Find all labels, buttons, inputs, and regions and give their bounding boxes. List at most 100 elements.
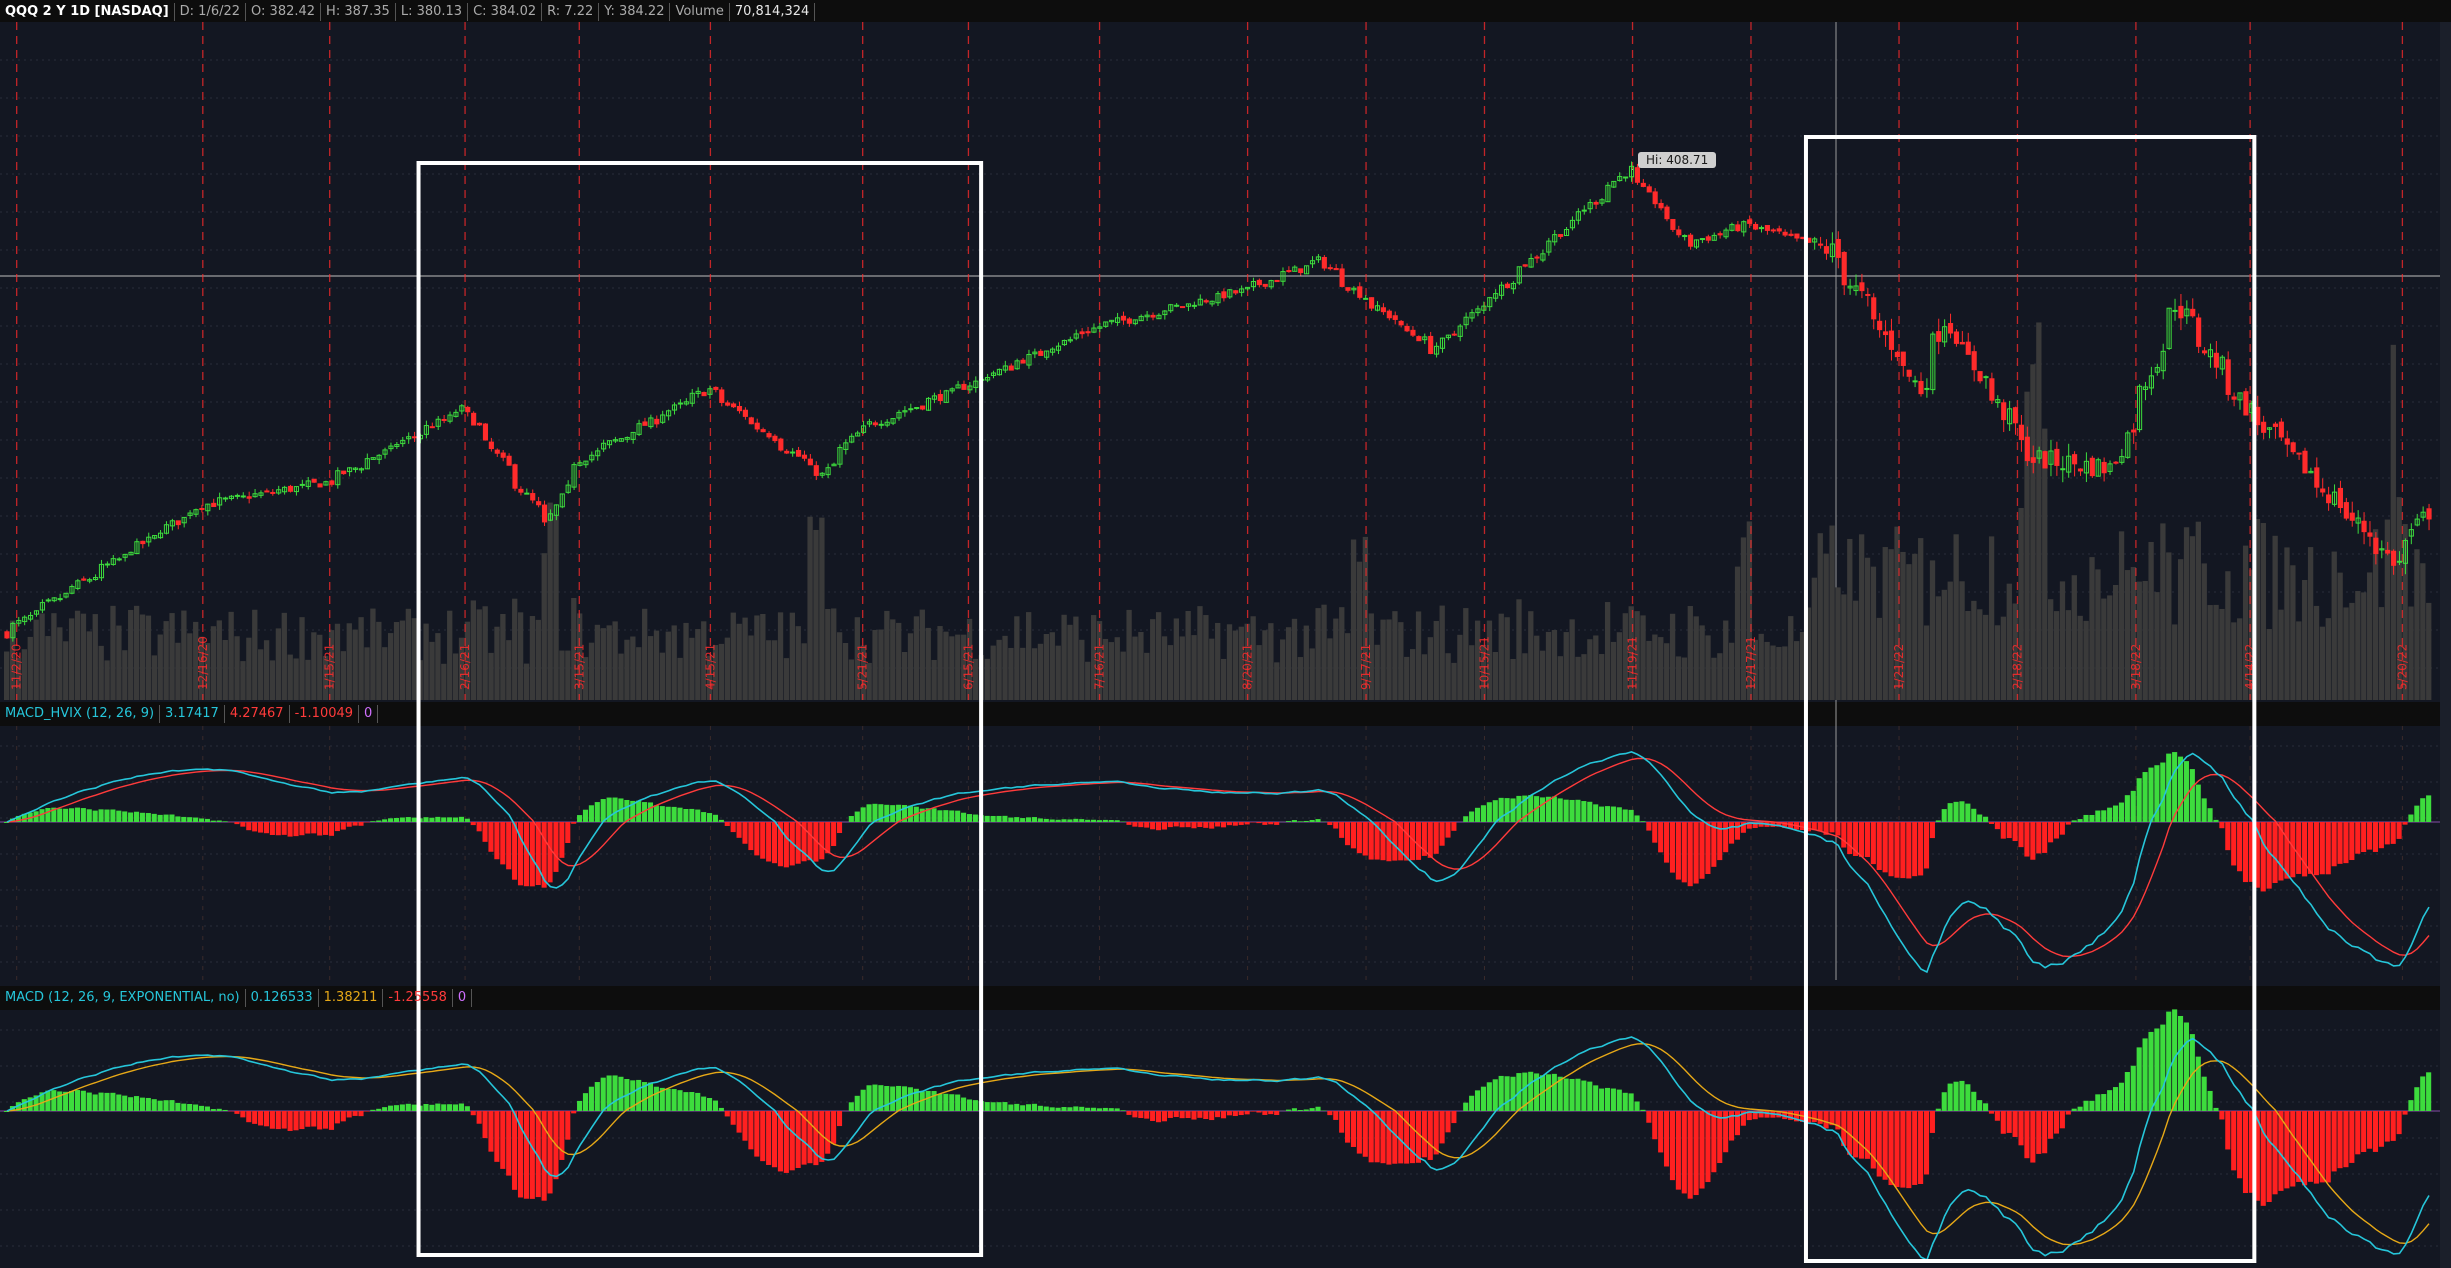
volume-bar xyxy=(2402,524,2408,700)
candle-body xyxy=(2030,457,2036,463)
histogram-bar xyxy=(748,1111,754,1150)
volume-bar xyxy=(961,634,967,700)
volume-bar xyxy=(2343,607,2349,700)
histogram-bar xyxy=(1717,822,1723,861)
histogram-bar xyxy=(1090,1107,1097,1111)
volume-bar xyxy=(1339,607,1345,700)
candle-body xyxy=(293,486,299,493)
candle-body xyxy=(2237,392,2243,401)
volume-bar xyxy=(1971,600,1977,700)
histogram-bar xyxy=(116,810,122,822)
candle-body xyxy=(2007,408,2013,425)
volume-bar xyxy=(1776,646,1782,700)
volume-bar xyxy=(1675,656,1682,700)
symbol-label[interactable]: QQQ 2 Y 1D [NASDAQ] xyxy=(0,3,175,21)
volume-bar xyxy=(2089,557,2095,700)
histogram-bar xyxy=(145,813,151,822)
volume-bar xyxy=(972,658,979,700)
histogram-bar xyxy=(1433,1111,1439,1155)
macd-hvix-title[interactable]: MACD_HVIX (12, 26, 9) xyxy=(0,705,161,723)
candle-body xyxy=(1244,286,1251,290)
histogram-bar xyxy=(1522,1072,1528,1111)
histogram-bar xyxy=(2136,778,2142,822)
candle-body xyxy=(2343,502,2349,519)
volume-bar xyxy=(748,635,754,700)
volume-bar xyxy=(193,621,199,700)
volume-bar xyxy=(2307,547,2314,700)
histogram-bar xyxy=(1900,1111,1906,1188)
histogram-bar xyxy=(2355,1111,2361,1155)
histogram-bar xyxy=(1640,1109,1646,1111)
histogram-bar xyxy=(27,1097,33,1111)
candle-body xyxy=(630,431,636,440)
histogram-bar xyxy=(559,822,565,858)
volume-bar xyxy=(931,659,937,700)
histogram-bar xyxy=(783,1111,789,1173)
histogram-bar xyxy=(1185,822,1191,828)
histogram-bar xyxy=(1923,1111,1930,1175)
histogram-bar xyxy=(1474,1090,1481,1111)
candle-body xyxy=(571,464,577,488)
volume-bar xyxy=(1031,648,1038,700)
histogram-bar xyxy=(187,817,193,822)
volume-bar xyxy=(1906,564,1912,700)
candle-body xyxy=(329,480,335,485)
candle-body xyxy=(589,454,595,461)
histogram-bar xyxy=(961,812,967,822)
histogram-bar xyxy=(74,1090,80,1111)
histogram-bar xyxy=(1209,1111,1215,1121)
candle-body xyxy=(488,441,494,450)
volume-bar xyxy=(529,616,536,700)
histogram-bar xyxy=(1262,1111,1268,1115)
candle-body xyxy=(193,509,199,515)
candle-body xyxy=(4,631,10,639)
candle-body xyxy=(1493,293,1499,299)
candle-body xyxy=(654,418,660,425)
histogram-bar xyxy=(1876,1111,1882,1177)
histogram-bar xyxy=(1782,1111,1788,1120)
histogram-bar xyxy=(517,822,524,886)
histogram-bar xyxy=(1545,796,1551,822)
histogram-bar xyxy=(181,1103,187,1111)
candle-body xyxy=(1150,314,1156,318)
histogram-bar xyxy=(1510,1076,1516,1111)
histogram-bar xyxy=(476,1111,482,1124)
histogram-bar xyxy=(848,816,854,822)
histogram-bar xyxy=(287,822,293,837)
candle-body xyxy=(1298,268,1304,274)
candle-body xyxy=(1522,264,1528,267)
candle-body xyxy=(2148,375,2154,389)
histogram-bar xyxy=(1167,1111,1173,1118)
histogram-bar xyxy=(819,1111,825,1162)
volume-bar xyxy=(2213,604,2219,700)
volume-bar xyxy=(1144,652,1150,700)
histogram-bar xyxy=(234,822,240,825)
histogram-bar xyxy=(2183,761,2189,822)
candle-body xyxy=(1930,333,1936,391)
date-label: 6/15/21 xyxy=(961,644,975,690)
macd-title[interactable]: MACD (12, 26, 9, EXPONENTIAL, no) xyxy=(0,989,246,1007)
histogram-bar xyxy=(411,1104,417,1111)
histogram-bar xyxy=(1398,822,1404,861)
histogram-bar xyxy=(2059,822,2065,835)
histogram-bar xyxy=(1853,822,1859,856)
price-header: QQQ 2 Y 1D [NASDAQ] D: 1/6/22 O: 382.42 … xyxy=(0,1,816,23)
candle-body xyxy=(772,435,778,442)
macd-zero: 0 xyxy=(453,989,473,1007)
candle-body xyxy=(1097,326,1103,329)
volume-bar xyxy=(683,622,689,700)
volume-bar xyxy=(890,619,896,700)
histogram-bar xyxy=(2367,1111,2373,1149)
volume-bar xyxy=(1652,634,1658,700)
candle-body xyxy=(553,504,559,516)
histogram-bar xyxy=(2349,1111,2355,1163)
histogram-bar xyxy=(1729,822,1735,844)
volume-bar xyxy=(836,632,843,700)
histogram-bar xyxy=(1723,822,1729,853)
candle-body xyxy=(1008,365,1014,371)
volume-bar xyxy=(2248,569,2255,700)
histogram-bar xyxy=(1404,822,1410,861)
volume-bar xyxy=(1215,622,1221,700)
histogram-bar xyxy=(1912,822,1918,877)
